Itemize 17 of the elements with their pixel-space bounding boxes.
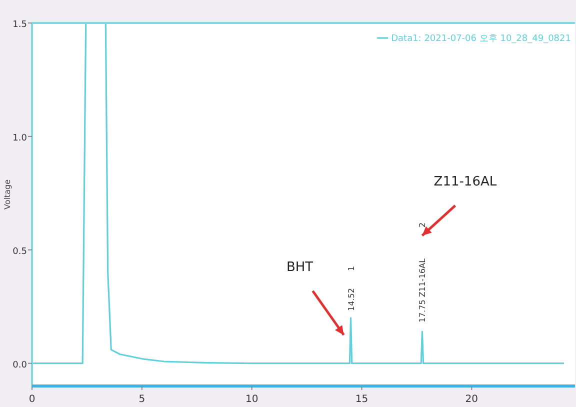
- y-tick-label: 1.0: [12, 133, 28, 144]
- y-tick-label: 0.0: [12, 360, 28, 370]
- x-tick-label: 10: [245, 394, 258, 405]
- y-tick-label: 0.5: [12, 246, 27, 257]
- annotation: Z11-16AL: [434, 174, 498, 190]
- annotation: 14.52: [346, 288, 356, 311]
- y-tick-label: 1.5: [12, 20, 27, 30]
- x-tick-label: 15: [355, 394, 368, 405]
- legend-label: Data1: 2021-07-06 오후 10_28_49_0821: [391, 34, 571, 44]
- x-tick-label: 0: [28, 394, 36, 405]
- x-tick-label: 5: [138, 394, 146, 405]
- annotation: 1: [346, 266, 356, 271]
- y-axis-title: Voltage: [3, 179, 12, 210]
- x-tick-label: 20: [465, 394, 478, 405]
- annotation: BHT: [286, 260, 314, 275]
- annotation: 2: [418, 222, 428, 228]
- annotation: 17.75 Z11-16AL: [418, 258, 428, 323]
